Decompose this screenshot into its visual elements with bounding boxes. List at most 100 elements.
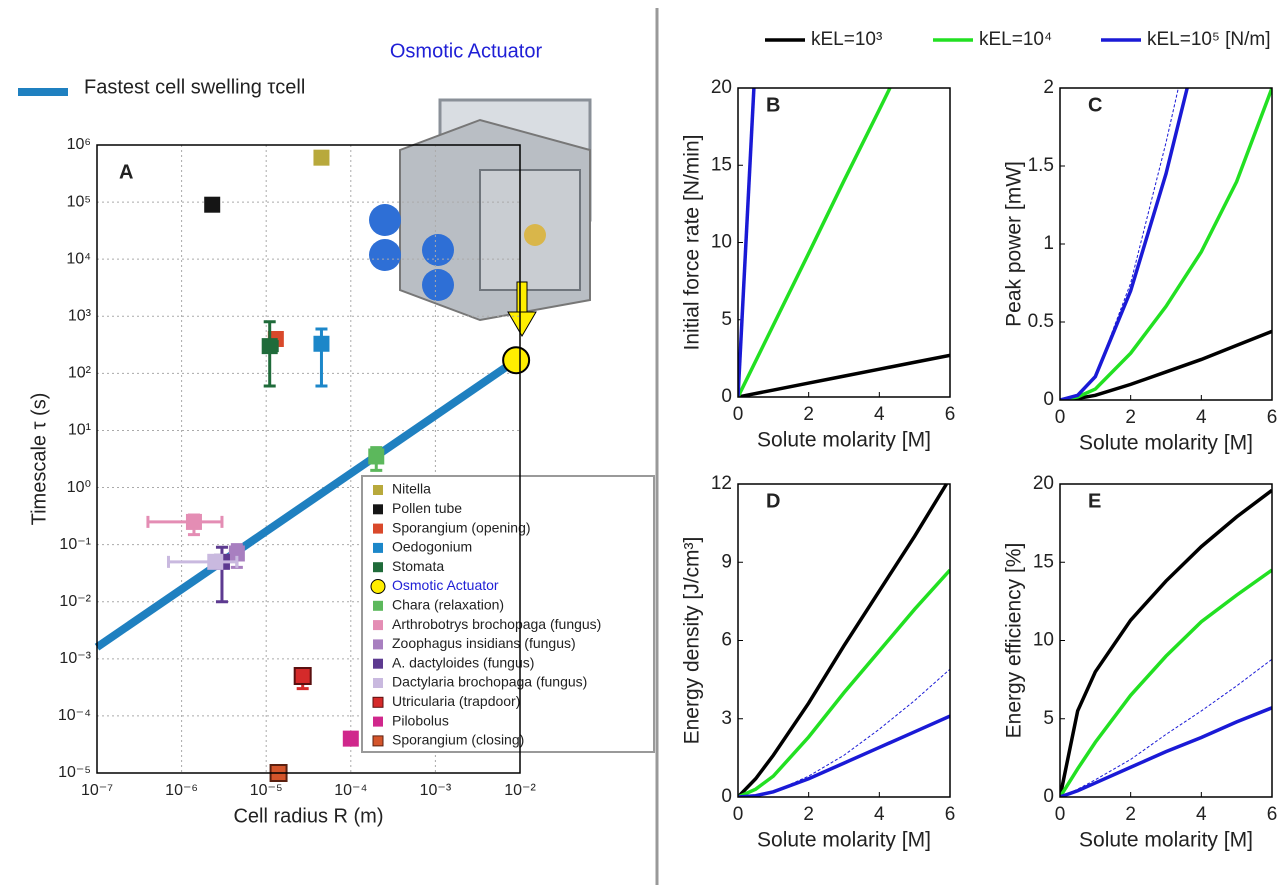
legend-label: kEL=10⁴ (979, 29, 1052, 50)
legend-label: Zoophagus insidians (fungus) (392, 635, 576, 651)
x-tick-label: 10⁻³ (420, 782, 452, 799)
x-tick-label: 6 (1267, 407, 1278, 428)
legend-swatch (373, 678, 383, 688)
legend-label: Oedogonium (392, 539, 472, 555)
y-tick-label: 20 (711, 77, 732, 98)
x-tick-label: 6 (945, 804, 956, 825)
data-line (1060, 329, 1272, 400)
y-tick-label: 15 (1033, 551, 1054, 572)
y-tick-label: 10² (68, 365, 92, 382)
x-tick-label: 2 (803, 404, 814, 425)
data-line (738, 483, 948, 797)
y-tick-label: 15 (711, 154, 732, 175)
x-tick-label: 10⁻² (504, 782, 536, 799)
legend-label: Nitella (392, 481, 431, 497)
x-axis-label: Solute molarity [M] (757, 829, 931, 852)
x-axis-label: Solute molarity [M] (1079, 829, 1253, 852)
x-axis-label: Cell radius R (m) (233, 805, 383, 827)
legend-swatch (372, 735, 384, 747)
device-photo (369, 98, 592, 322)
x-tick-label: 6 (945, 404, 956, 425)
legend-label: Sporangium (opening) (392, 519, 531, 535)
data-line (1060, 87, 1179, 400)
device-port (369, 204, 401, 236)
y-tick-label: 2 (1043, 77, 1054, 98)
point (502, 346, 531, 375)
x-tick-label: 10⁻⁴ (334, 782, 367, 799)
y-tick-label: 5 (1043, 708, 1054, 729)
device-port (422, 234, 454, 266)
legend-label: kEL=10⁵ [N/m] (1147, 29, 1271, 50)
point (261, 338, 278, 355)
x-tick-label: 10⁻⁶ (165, 782, 198, 799)
y-tick-label: 1.5 (1028, 155, 1054, 176)
legend-label: Chara (relaxation) (392, 597, 504, 613)
x-tick-label: 10⁻⁵ (250, 782, 283, 799)
data-line (94, 356, 519, 651)
x-tick-label: 4 (1196, 407, 1207, 428)
x-tick-label: 10⁻⁷ (81, 782, 113, 799)
legend-label: Utricularia (trapdoor) (392, 693, 520, 709)
y-tick-label: 10⁻³ (59, 650, 91, 667)
y-axis-label: Timescale τ (s) (28, 393, 50, 526)
panel-label: B (766, 94, 780, 116)
y-tick-label: 10³ (68, 307, 92, 324)
x-tick-label: 4 (1196, 804, 1207, 825)
y-tick-label: 20 (1033, 473, 1054, 494)
legend-label: Arthrobotrys brochopaga (fungus) (392, 616, 601, 632)
legend-swatch (373, 542, 383, 553)
data-line (738, 668, 950, 797)
y-tick-label: 3 (721, 708, 732, 729)
legend-label: Fastest cell swelling τcell (84, 76, 305, 98)
x-axis-label: Solute molarity [M] (757, 429, 931, 452)
annotation: Osmotic Actuator (390, 40, 543, 62)
legend-swatch (373, 639, 383, 650)
legend-swatch (373, 562, 383, 573)
legend-swatch (373, 600, 383, 611)
plot-frame (96, 144, 521, 774)
panel-label: D (766, 490, 780, 512)
arrow (507, 281, 537, 337)
point (228, 545, 245, 562)
legend-label: Stomata (392, 558, 444, 574)
legend-label: Pollen tube (392, 500, 462, 516)
error-bar (146, 515, 224, 528)
y-tick-label: 0 (721, 386, 732, 407)
y-tick-label: 10¹ (68, 422, 91, 439)
y-tick-label: 0 (721, 786, 732, 807)
panel-label: A (119, 161, 133, 183)
y-tick-label: 10⁻⁵ (58, 764, 91, 781)
y-tick-label: 10⁴ (66, 250, 91, 267)
y-tick-label: 10⁰ (67, 479, 91, 496)
data-line (738, 87, 756, 397)
point (185, 513, 202, 530)
device-port (422, 269, 454, 301)
legend-label: Pilobolus (392, 712, 449, 728)
y-axis-label: Energy efficiency [%] (1003, 543, 1026, 739)
x-tick-label: 6 (1267, 804, 1278, 825)
arrow-shaft (516, 281, 528, 313)
y-tick-label: 0.5 (1028, 311, 1054, 332)
arrow-head (507, 311, 537, 337)
legend-swatch (373, 658, 383, 669)
legend-label: A. dactyloides (fungus) (392, 654, 534, 670)
y-axis-label: Peak power [mW] (1003, 161, 1026, 327)
x-tick-label: 4 (874, 404, 885, 425)
legend-label: Sporangium (closing) (392, 732, 524, 748)
device-port (369, 239, 401, 271)
legend-label: Osmotic Actuator (392, 577, 499, 593)
y-axis-label: Initial force rate [N/min] (681, 135, 704, 351)
data-line (1060, 87, 1272, 400)
legend-swatch (373, 504, 383, 515)
y-tick-label: 0 (1043, 786, 1054, 807)
legend-label: kEL=10³ (811, 29, 882, 50)
point (293, 667, 312, 686)
data-line (1060, 658, 1272, 797)
legend-swatch (373, 620, 383, 631)
y-tick-label: 10 (711, 232, 732, 253)
y-tick-label: 1 (1043, 233, 1054, 254)
plot-frame (737, 87, 951, 398)
y-tick-label: 10⁻¹ (59, 536, 91, 553)
y-tick-label: 9 (721, 551, 732, 572)
